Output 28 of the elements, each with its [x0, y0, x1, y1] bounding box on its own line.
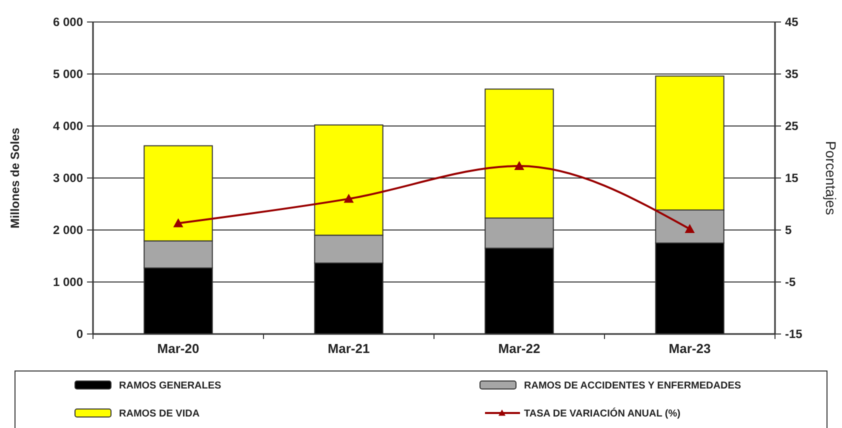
x-tick-label: Mar-20	[157, 341, 200, 356]
point	[514, 161, 524, 170]
y-axis-title: Millones de Soles	[8, 127, 22, 228]
point	[344, 194, 354, 203]
y2-tick-label: 35	[785, 67, 799, 82]
y2-tick-label: 45	[785, 15, 799, 30]
y-tick-label: 6 000	[52, 15, 84, 30]
y2-tick-label: -15	[785, 327, 803, 342]
x-tick-label: Mar-22	[498, 341, 540, 356]
y-tick-label: 2 000	[52, 223, 84, 238]
y2-tick-label: 15	[785, 171, 799, 186]
y-tick-label: 0	[76, 327, 84, 342]
y2-tick-label: -5	[785, 275, 796, 290]
legend-label: TASA DE VARIACIÓN ANUAL (%)	[524, 408, 680, 420]
y-tick-label: 3 000	[52, 171, 84, 186]
legend-label: RAMOS DE VIDA	[119, 408, 200, 420]
y2-axis-title: Porcentajes	[823, 141, 839, 215]
legend-label: RAMOS GENERALES	[119, 380, 222, 392]
x-tick-label: Mar-23	[668, 341, 711, 356]
y-tick-label: 1 000	[52, 275, 84, 290]
point	[684, 224, 695, 233]
y-tick-label: 5 000	[52, 67, 84, 82]
y2-tick-label: 5	[785, 223, 792, 238]
y-tick-label: 4 000	[52, 119, 84, 134]
legend-label: RAMOS DE ACCIDENTES Y ENFERMEDADES	[524, 380, 742, 392]
point	[173, 218, 184, 228]
y2-tick-label: 25	[785, 119, 799, 134]
x-tick-label: Mar-21	[328, 341, 370, 356]
